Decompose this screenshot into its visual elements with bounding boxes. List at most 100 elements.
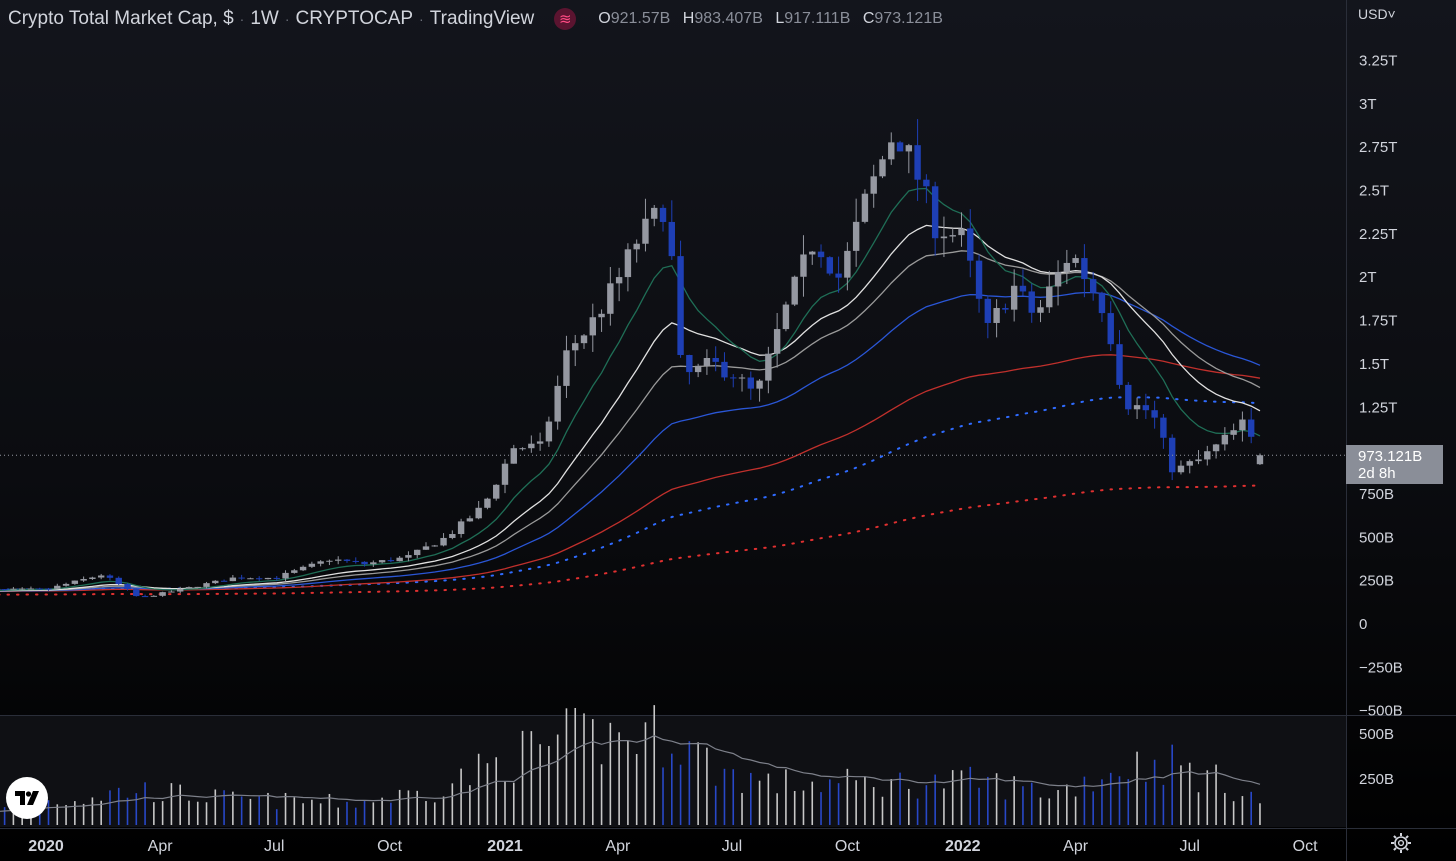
candle[interactable]	[422, 542, 430, 550]
candle[interactable]	[1256, 453, 1264, 465]
settings-gear-icon[interactable]	[1390, 832, 1412, 854]
candle[interactable]	[1177, 460, 1185, 475]
candle[interactable]	[888, 132, 895, 165]
candle[interactable]	[54, 583, 61, 589]
candle[interactable]	[694, 363, 702, 378]
candle[interactable]	[150, 595, 158, 597]
candle[interactable]	[115, 576, 122, 586]
candle[interactable]	[1247, 408, 1255, 444]
candle[interactable]	[62, 582, 70, 587]
candle[interactable]	[396, 555, 403, 562]
candle[interactable]	[80, 576, 87, 582]
candle[interactable]	[1098, 291, 1106, 322]
candle[interactable]	[291, 568, 298, 574]
candle[interactable]	[212, 580, 219, 585]
candle[interactable]	[1063, 249, 1071, 285]
candle[interactable]	[1160, 414, 1167, 449]
candle[interactable]	[923, 174, 930, 204]
candle[interactable]	[45, 587, 52, 591]
candle[interactable]	[931, 181, 939, 256]
candle[interactable]	[18, 587, 26, 591]
candle[interactable]	[510, 444, 517, 464]
candle[interactable]	[1107, 301, 1114, 351]
candle[interactable]	[967, 209, 974, 278]
candle[interactable]	[1133, 397, 1141, 420]
candle[interactable]	[712, 346, 719, 372]
candle[interactable]	[159, 591, 166, 597]
candle[interactable]	[993, 299, 1000, 338]
candle[interactable]	[958, 212, 965, 247]
candle[interactable]	[1125, 381, 1132, 415]
currency-selector[interactable]: USD˅	[1358, 6, 1396, 22]
candle[interactable]	[273, 576, 280, 581]
candle[interactable]	[633, 239, 640, 263]
candle[interactable]	[703, 349, 711, 375]
candle[interactable]	[484, 497, 491, 510]
candle[interactable]	[773, 312, 781, 368]
candle[interactable]	[572, 334, 579, 367]
candle[interactable]	[1046, 270, 1053, 313]
candle[interactable]	[176, 586, 184, 594]
candle[interactable]	[475, 501, 482, 520]
candle[interactable]	[466, 515, 474, 522]
candle[interactable]	[299, 565, 307, 572]
candle[interactable]	[405, 551, 412, 562]
candle[interactable]	[1028, 283, 1035, 323]
candle[interactable]	[1186, 459, 1193, 474]
candle[interactable]	[133, 588, 140, 597]
candle[interactable]	[1151, 400, 1158, 429]
candle[interactable]	[493, 484, 500, 501]
candle[interactable]	[89, 576, 96, 580]
candle[interactable]	[554, 375, 561, 430]
candle[interactable]	[817, 244, 825, 268]
candle[interactable]	[27, 586, 35, 590]
candle[interactable]	[800, 235, 807, 297]
candle[interactable]	[1072, 254, 1079, 268]
candle[interactable]	[387, 557, 395, 563]
candle[interactable]	[264, 577, 272, 580]
candle[interactable]	[1081, 244, 1088, 298]
candle[interactable]	[1089, 271, 1097, 301]
candle[interactable]	[905, 143, 913, 174]
candle[interactable]	[71, 580, 79, 585]
candle[interactable]	[615, 267, 623, 302]
interval-label[interactable]: 1W	[250, 8, 279, 29]
candle[interactable]	[308, 561, 316, 569]
candle[interactable]	[352, 557, 359, 564]
candle[interactable]	[1010, 269, 1018, 322]
candle[interactable]	[106, 574, 114, 581]
candle[interactable]	[721, 352, 728, 381]
candle[interactable]	[124, 583, 131, 591]
candle[interactable]	[756, 379, 763, 402]
candle[interactable]	[642, 198, 649, 252]
candle[interactable]	[457, 518, 465, 538]
candle[interactable]	[247, 577, 254, 580]
candle[interactable]	[589, 303, 596, 352]
candle[interactable]	[940, 216, 948, 258]
candle[interactable]	[414, 549, 421, 559]
candle[interactable]	[975, 254, 983, 313]
candle[interactable]	[141, 594, 149, 598]
candle[interactable]	[194, 586, 201, 589]
candle[interactable]	[1239, 411, 1246, 442]
candle[interactable]	[229, 575, 237, 582]
candle[interactable]	[335, 556, 342, 565]
candle[interactable]	[738, 373, 746, 392]
candle[interactable]	[782, 301, 790, 332]
candle[interactable]	[668, 200, 675, 260]
candle[interactable]	[1168, 434, 1176, 481]
candle[interactable]	[1230, 423, 1237, 440]
candle[interactable]	[501, 459, 509, 494]
candle[interactable]	[440, 533, 447, 547]
price-axis[interactable]: 3.25T 3T 2.75T 2.5T 2.25T 2T 1.75T 1.5T 1.25T 750…	[1359, 52, 1403, 719]
candle[interactable]	[949, 228, 956, 243]
candle[interactable]	[545, 416, 553, 447]
candle[interactable]	[677, 240, 684, 358]
candle[interactable]	[835, 256, 842, 293]
candle[interactable]	[203, 581, 210, 589]
candle[interactable]	[563, 335, 570, 398]
candle[interactable]	[651, 204, 658, 227]
candle[interactable]	[844, 242, 851, 291]
candle[interactable]	[1204, 445, 1211, 466]
